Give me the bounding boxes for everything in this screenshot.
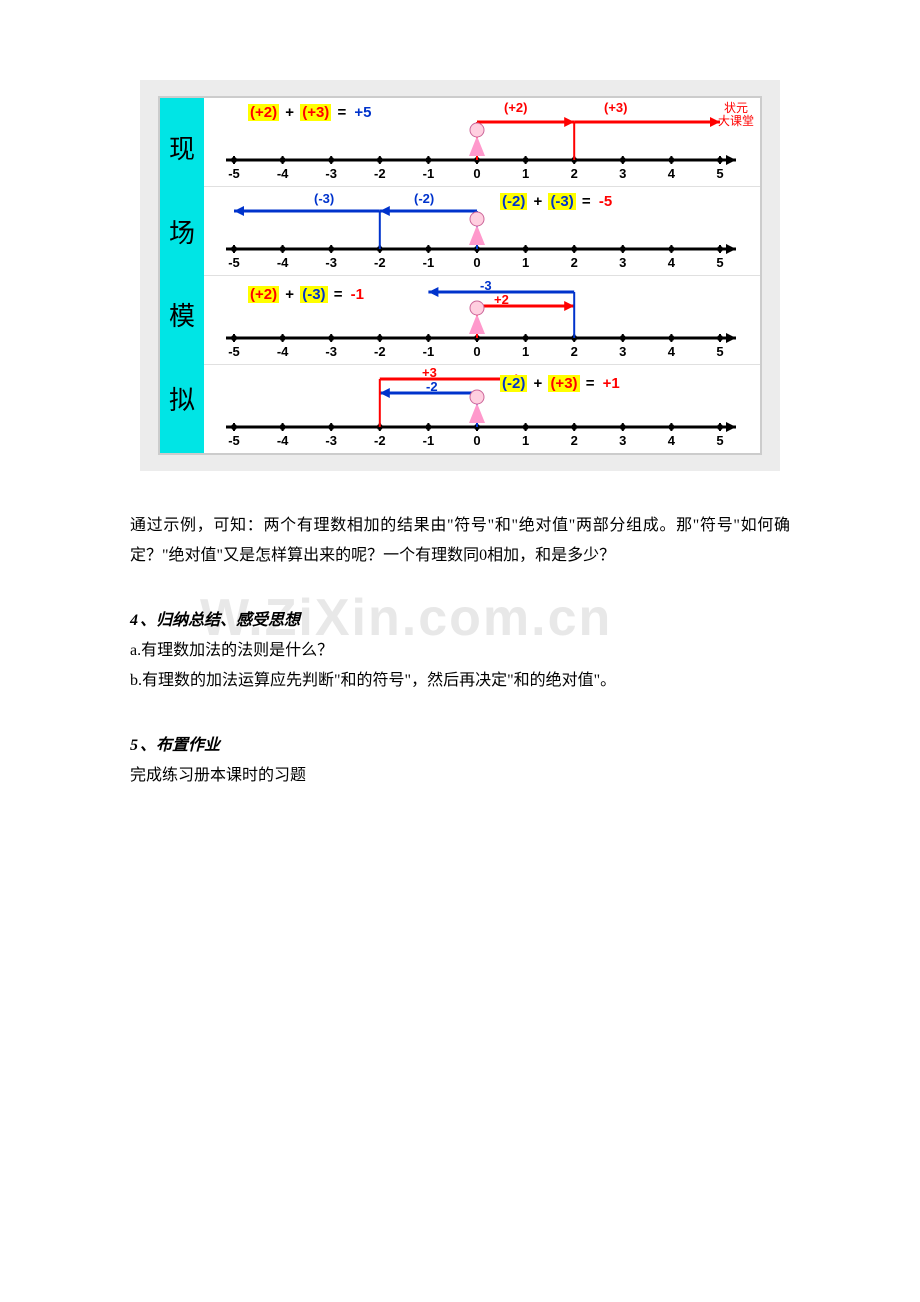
section-5-number: 5 bbox=[130, 737, 138, 754]
arrow-label: (-2) bbox=[414, 191, 434, 206]
arrow-label: -3 bbox=[480, 278, 492, 293]
svg-text:-4: -4 bbox=[277, 344, 289, 359]
svg-text:-1: -1 bbox=[423, 166, 435, 181]
svg-text:-5: -5 bbox=[228, 255, 240, 270]
svg-text:3: 3 bbox=[619, 433, 626, 448]
equation: (+2) + (-3) = -1 bbox=[248, 286, 366, 303]
svg-text:5: 5 bbox=[716, 166, 723, 181]
svg-text:5: 5 bbox=[716, 344, 723, 359]
diagram-container: 现场模拟 -5 -4 -3 -2 -1 0 1 2 3 4 5 (+2) + (+3) = +5 (+2… bbox=[140, 80, 780, 471]
svg-text:1: 1 bbox=[522, 255, 529, 270]
svg-text:-5: -5 bbox=[228, 344, 240, 359]
arrow-label: -2 bbox=[426, 379, 438, 394]
equation: (-2) + (+3) = +1 bbox=[500, 375, 622, 392]
svg-text:-4: -4 bbox=[277, 255, 289, 270]
side-column: 现场模拟 bbox=[160, 98, 204, 453]
svg-text:-3: -3 bbox=[325, 344, 337, 359]
svg-text:4: 4 bbox=[668, 255, 676, 270]
svg-text:-2: -2 bbox=[374, 344, 386, 359]
svg-text:3: 3 bbox=[619, 344, 626, 359]
svg-text:-1: -1 bbox=[423, 344, 435, 359]
arrow-label: +2 bbox=[494, 292, 509, 307]
arrow-label: (+3) bbox=[604, 100, 627, 115]
svg-text:5: 5 bbox=[716, 255, 723, 270]
svg-text:-3: -3 bbox=[325, 255, 337, 270]
side-char: 拟 bbox=[169, 388, 195, 414]
section-4-line-b: b.有理数的加法运算应先判断"和的符号"，然后再决定"和的绝对值"。 bbox=[130, 666, 790, 696]
number-line-svg: -5 -4 -3 -2 -1 0 1 2 3 4 5 bbox=[204, 365, 760, 453]
svg-text:0: 0 bbox=[473, 344, 480, 359]
svg-text:0: 0 bbox=[473, 255, 480, 270]
arrow-label: (+2) bbox=[504, 100, 527, 115]
svg-text:0: 0 bbox=[473, 433, 480, 448]
svg-text:3: 3 bbox=[619, 255, 626, 270]
panel-4: -5-4-3-2-1012345(-2) + (+3) = +1+3-2 bbox=[204, 364, 760, 453]
section-4: W.ZiXin.com.cn 4、归纳总结、感受思想 a.有理数加法的法则是什么… bbox=[130, 606, 790, 697]
arrow-label: +3 bbox=[422, 365, 437, 380]
equation: (-2) + (-3) = -5 bbox=[500, 193, 614, 210]
panel-2: -5 -4 -3 -2 -1 0 1 2 3 4 5 (-2) + (-3) = -5 (-2) (-3) bbox=[204, 186, 760, 275]
svg-text:-4: -4 bbox=[277, 166, 289, 181]
arrow-label: (-3) bbox=[314, 191, 334, 206]
equation: (+2) + (+3) = +5 bbox=[248, 104, 374, 121]
number-line-svg: -5 -4 -3 -2 -1 0 1 2 3 4 5 bbox=[204, 187, 760, 275]
section-5-title: 、布置作业 bbox=[140, 737, 220, 754]
svg-text:-2: -2 bbox=[374, 166, 386, 181]
panel-3: -5-4-3-2-1012345(+2) + (-3) = -1-3+2 bbox=[204, 275, 760, 364]
logo-badge: 状元大课堂 bbox=[718, 102, 754, 128]
panels-column: -5 -4 -3 -2 -1 0 1 2 3 4 5 (+2) + (+3) = +5 (+2) (+3)… bbox=[204, 98, 760, 453]
section-4-title: 、归纳总结、感受思想 bbox=[140, 612, 300, 629]
number-line-diagram: 现场模拟 -5 -4 -3 -2 -1 0 1 2 3 4 5 (+2) + (+3) = +5 (+2… bbox=[158, 96, 762, 455]
svg-text:2: 2 bbox=[571, 433, 578, 448]
section-4-line-a: a.有理数加法的法则是什么？ bbox=[130, 636, 790, 666]
svg-text:2: 2 bbox=[571, 344, 578, 359]
panel-1: -5 -4 -3 -2 -1 0 1 2 3 4 5 (+2) + (+3) = +5 (+2) (+3)… bbox=[204, 98, 760, 186]
svg-text:2: 2 bbox=[571, 255, 578, 270]
svg-text:0: 0 bbox=[473, 166, 480, 181]
svg-text:4: 4 bbox=[668, 166, 676, 181]
side-char: 模 bbox=[169, 304, 195, 330]
section-5: 5、布置作业 完成练习册本课时的习题 bbox=[130, 731, 790, 791]
section-5-heading: 5、布置作业 bbox=[130, 731, 790, 755]
svg-text:-2: -2 bbox=[374, 255, 386, 270]
svg-text:5: 5 bbox=[716, 433, 723, 448]
svg-text:1: 1 bbox=[522, 433, 529, 448]
side-char: 现 bbox=[169, 137, 195, 163]
explanation-paragraph: 通过示例，可知：两个有理数相加的结果由"符号"和"绝对值"两部分组成。那"符号"… bbox=[130, 511, 790, 572]
svg-text:-1: -1 bbox=[423, 433, 435, 448]
svg-text:-4: -4 bbox=[277, 433, 289, 448]
svg-text:-5: -5 bbox=[228, 166, 240, 181]
svg-text:4: 4 bbox=[668, 433, 676, 448]
side-char: 场 bbox=[169, 221, 195, 247]
svg-text:3: 3 bbox=[619, 166, 626, 181]
section-4-heading: 4、归纳总结、感受思想 bbox=[130, 606, 790, 630]
svg-text:-2: -2 bbox=[374, 433, 386, 448]
svg-text:4: 4 bbox=[668, 344, 676, 359]
svg-text:2: 2 bbox=[571, 166, 578, 181]
section-5-line: 完成练习册本课时的习题 bbox=[130, 761, 790, 791]
svg-text:-1: -1 bbox=[423, 255, 435, 270]
svg-text:-3: -3 bbox=[325, 166, 337, 181]
svg-text:-3: -3 bbox=[325, 433, 337, 448]
section-4-number: 4 bbox=[130, 612, 138, 629]
svg-text:1: 1 bbox=[522, 344, 529, 359]
svg-text:1: 1 bbox=[522, 166, 529, 181]
svg-text:-5: -5 bbox=[228, 433, 240, 448]
